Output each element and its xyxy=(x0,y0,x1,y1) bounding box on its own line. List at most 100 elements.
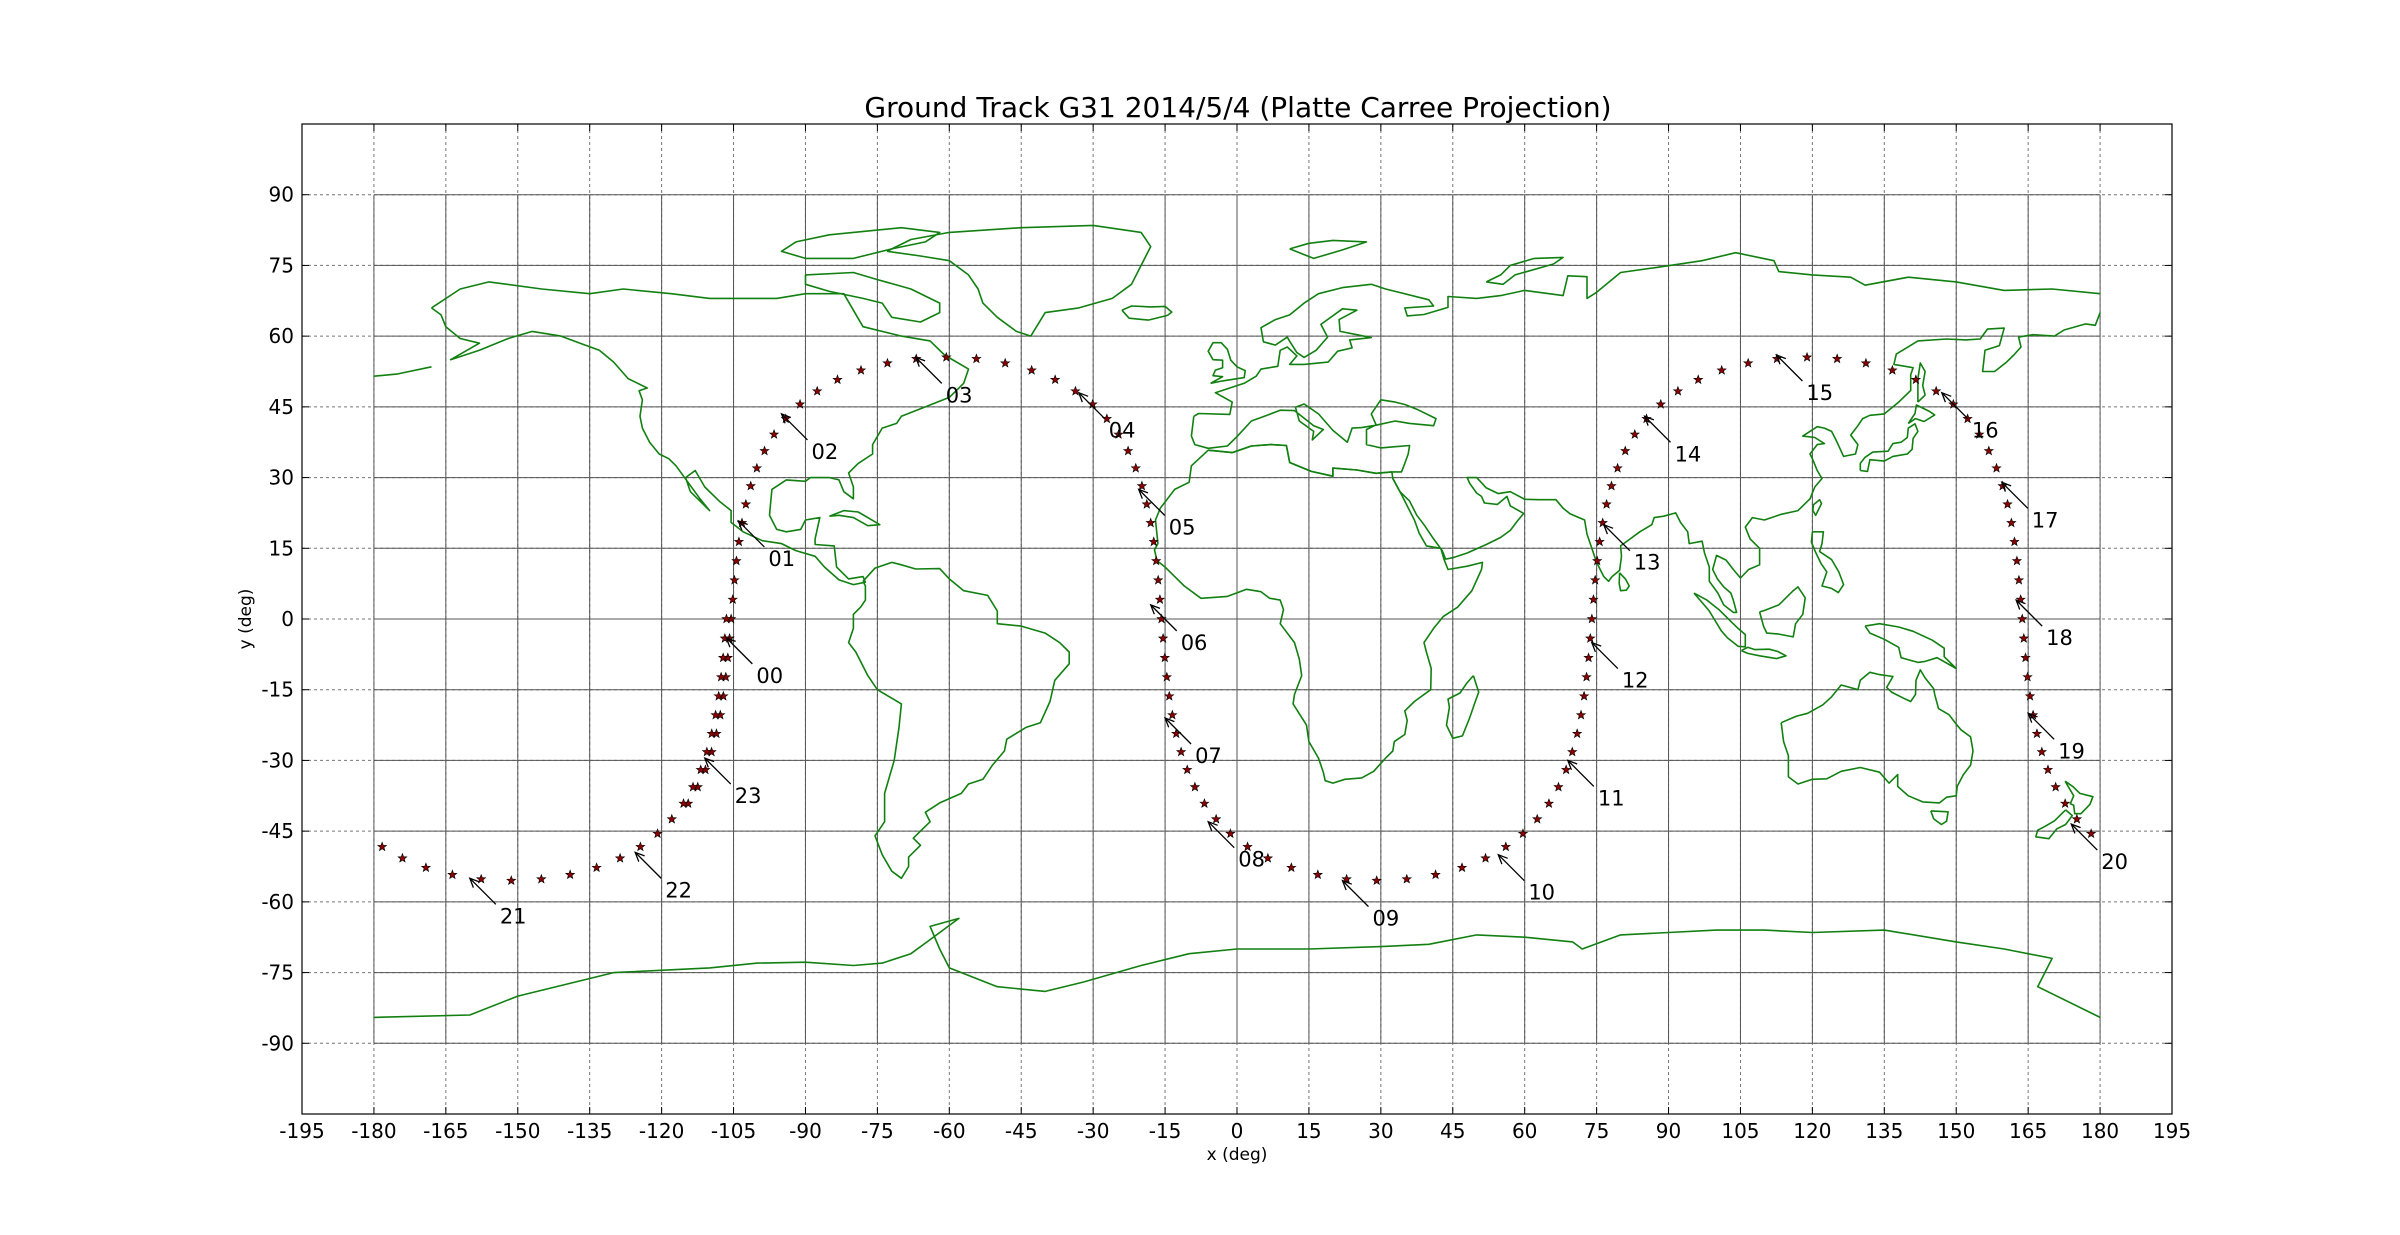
y-tick-label: 15 xyxy=(269,536,294,560)
track-point xyxy=(1594,536,1605,547)
track-point xyxy=(1153,574,1164,585)
track-point xyxy=(1312,869,1324,880)
y-tick-label: -15 xyxy=(261,678,294,702)
x-tick-label: -45 xyxy=(1005,1119,1038,1143)
track-point xyxy=(1575,709,1587,720)
track-point xyxy=(1159,652,1171,663)
track-point xyxy=(1553,781,1564,792)
x-tick-label: 180 xyxy=(2081,1119,2119,1143)
track-point xyxy=(1601,498,1612,509)
y-tick-label: -60 xyxy=(261,890,294,914)
track-point xyxy=(2031,728,2043,739)
y-tick-labels: 90 75 60 45 30 15 0 -15 -30 -45 -60 -75 -90 xyxy=(261,183,2172,1055)
track-point xyxy=(591,862,602,873)
hour-arrowhead xyxy=(634,851,645,862)
hour-arrow xyxy=(1941,392,1969,420)
track-point xyxy=(1122,445,1134,456)
ground-track xyxy=(376,351,2097,886)
hour-label-09: 09 xyxy=(1372,907,1399,931)
track-point xyxy=(1974,428,1985,439)
coastline-iceland xyxy=(1121,305,1173,321)
x-tick-label: -15 xyxy=(1149,1119,1182,1143)
track-point xyxy=(1157,632,1169,643)
track-point xyxy=(1592,555,1603,566)
track-point xyxy=(1026,364,1037,375)
track-point xyxy=(1262,852,1274,863)
track-point xyxy=(832,374,843,385)
hour-arrow xyxy=(2001,481,2029,509)
track-point xyxy=(2071,813,2083,824)
coastline-tasmania xyxy=(1930,810,1949,826)
track-point xyxy=(1225,828,1236,839)
track-point xyxy=(745,480,756,491)
track-point xyxy=(614,852,626,863)
hour-arrowhead xyxy=(1207,820,1218,832)
hour-arrow xyxy=(2015,599,2043,627)
track-point xyxy=(2017,613,2028,624)
coastline-sumatra xyxy=(1693,592,1747,648)
track-point xyxy=(1571,728,1583,739)
track-point xyxy=(376,841,388,852)
track-point xyxy=(1210,813,1222,824)
hour-arrowhead xyxy=(1566,759,1578,771)
coastline-sri-lanka xyxy=(1618,572,1630,592)
x-tick-label: 45 xyxy=(1440,1119,1465,1143)
coastline-svalbard xyxy=(1289,239,1368,260)
hour-arrow xyxy=(1207,821,1235,849)
x-tick-label: -120 xyxy=(639,1119,684,1143)
coastline-new-zealand-south xyxy=(2035,809,2074,840)
track-point xyxy=(1161,671,1173,682)
track-point xyxy=(1164,690,1175,701)
track-point xyxy=(1742,357,1754,368)
track-point xyxy=(2050,781,2061,792)
hour-arrow xyxy=(1591,642,1619,670)
hour-arrow xyxy=(725,637,753,665)
track-point xyxy=(1910,374,1922,385)
track-point xyxy=(794,398,806,409)
track-point xyxy=(2009,536,2020,547)
hour-arrowhead xyxy=(1077,391,1089,403)
hour-arrow xyxy=(1567,759,1595,787)
hour-arrowhead xyxy=(1590,641,1602,653)
hour-arrow xyxy=(1497,854,1525,882)
y-tick-label: -45 xyxy=(261,819,294,843)
hour-label-06: 06 xyxy=(1181,631,1208,655)
track-point xyxy=(729,574,740,585)
track-point xyxy=(1199,798,1210,808)
x-tick-label: -75 xyxy=(861,1119,894,1143)
track-point xyxy=(941,351,952,362)
hour-arrowhead xyxy=(1341,879,1353,891)
hour-arrowhead xyxy=(1137,488,1149,499)
track-point xyxy=(2013,574,2025,585)
track-point xyxy=(721,613,732,624)
track-point xyxy=(740,498,752,509)
y-tick-label: 0 xyxy=(281,607,294,631)
track-point xyxy=(1831,353,1843,364)
hour-arrowhead xyxy=(725,636,736,648)
track-point xyxy=(1586,613,1598,624)
track-point xyxy=(1456,862,1468,873)
track-point xyxy=(1771,353,1783,364)
track-point xyxy=(2011,555,2023,566)
coastline-java xyxy=(1741,646,1787,660)
hour-arrowhead xyxy=(1775,353,1787,365)
y-axis-label: y (deg) xyxy=(236,589,256,650)
chart-title: Ground Track G31 2014/5/4 (Platte Carree… xyxy=(864,91,1611,124)
track-point xyxy=(1589,574,1601,585)
track-point xyxy=(447,869,458,880)
track-point xyxy=(1629,428,1640,439)
y-tick-label: 90 xyxy=(269,183,294,207)
hour-label-10: 10 xyxy=(1528,881,1555,905)
coastline-philippines xyxy=(1810,531,1845,594)
hour-arrow xyxy=(634,851,662,879)
coastline-hokkaido xyxy=(1907,404,1936,425)
hour-label-23: 23 xyxy=(735,784,762,808)
coastline-taiwan xyxy=(1812,498,1823,517)
track-point xyxy=(678,798,689,808)
hour-label-01: 01 xyxy=(768,547,795,571)
track-point xyxy=(1430,869,1441,880)
hour-arrowhead xyxy=(468,877,480,888)
hour-arrowhead xyxy=(914,356,926,367)
track-point xyxy=(1145,517,1156,528)
